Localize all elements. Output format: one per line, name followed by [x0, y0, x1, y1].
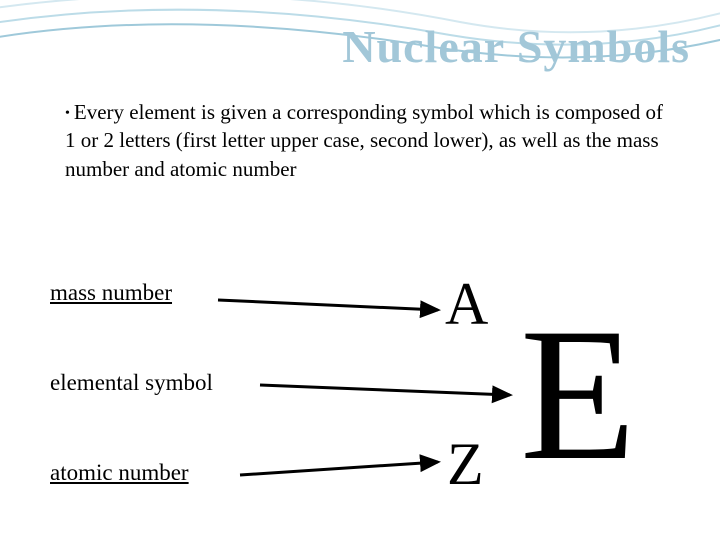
bullet-icon: • [65, 106, 70, 121]
label-mass-number: mass number [50, 280, 172, 306]
body-paragraph: •Every element is given a corresponding … [65, 98, 675, 183]
symbol-mass-A: A [445, 270, 488, 339]
page-title: Nuclear Symbols [342, 20, 690, 73]
arrow-elemental [260, 385, 510, 395]
label-elemental-symbol: elemental symbol [50, 370, 213, 396]
arrow-mass [218, 300, 438, 310]
symbol-element-E: E [520, 300, 636, 490]
symbol-atomic-Z: Z [447, 430, 484, 499]
body-text-content: Every element is given a corresponding s… [65, 100, 663, 181]
arrow-atomic [240, 462, 438, 475]
label-atomic-number: atomic number [50, 460, 189, 486]
